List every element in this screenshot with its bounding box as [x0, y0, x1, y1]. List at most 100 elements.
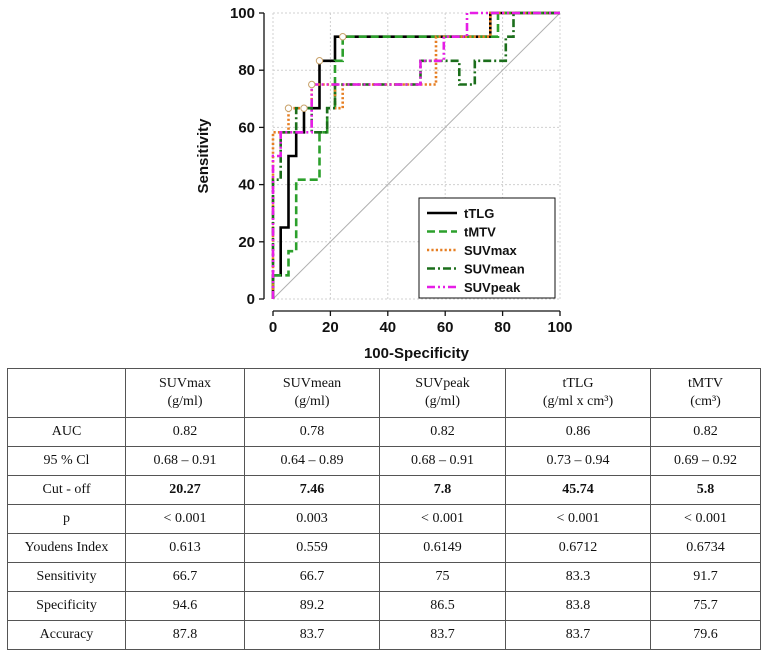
table-cell: 20.27	[125, 475, 245, 505]
cutoff-marker-ttlg	[315, 57, 324, 65]
table-cell: 66.7	[244, 562, 380, 592]
table-cell: 5.8	[650, 475, 761, 505]
table-cell: 0.73 – 0.94	[505, 446, 651, 476]
legend-label-suvpeak: SUVpeak	[464, 280, 521, 295]
row-label: Sensitivity	[7, 562, 126, 592]
column-header: SUVpeak (g/ml)	[379, 368, 506, 418]
table-cell: 45.74	[505, 475, 651, 505]
legend: tTLG tMTV SUVmax SUVmean SUVpeak	[418, 197, 556, 299]
legend-label-ttlg: tTLG	[464, 206, 494, 221]
column-header-name: SUVmean	[282, 376, 342, 391]
cutoff-markers	[284, 33, 347, 112]
table-cell: 0.6734	[650, 533, 761, 563]
table-cell: 91.7	[650, 562, 761, 592]
table-cell: < 0.001	[379, 504, 506, 534]
cutoff-marker-tmtv	[339, 33, 347, 41]
y-tick-label: 40	[238, 177, 255, 194]
table-row: Sensitivity 66.7 66.7 75 83.3 91.7	[7, 562, 761, 592]
row-label: Specificity	[7, 591, 126, 621]
x-tick-label: 60	[437, 319, 454, 336]
results-table: SUVmax (g/ml) SUVmean (g/ml) SUVpeak (g/ml) tT…	[7, 368, 761, 650]
table-cell: 83.3	[505, 562, 651, 592]
table-cell: 7.8	[379, 475, 506, 505]
table-cell: 0.69 – 0.92	[650, 446, 761, 476]
table-cell: 0.78	[244, 417, 380, 447]
table-cell: 83.7	[244, 620, 380, 650]
table-cell: 0.82	[650, 417, 761, 447]
table-cell: 83.8	[505, 591, 651, 621]
column-header: SUVmax (g/ml)	[125, 368, 245, 418]
table-cell: 94.6	[125, 591, 245, 621]
table-cell: 0.6149	[379, 533, 506, 563]
table-cell: < 0.001	[650, 504, 761, 534]
table-row: AUC 0.82 0.78 0.82 0.86 0.82	[7, 417, 761, 447]
table-corner-cell	[7, 368, 126, 418]
table-body: AUC 0.82 0.78 0.82 0.86 0.82 95 % Cl 0.68 – 0.9…	[7, 417, 761, 650]
cutoff-marker-suvmean	[300, 104, 308, 112]
row-label: Youdens Index	[7, 533, 126, 563]
tick-labels: 0 20 40 60 80 100 0 20 40 60 80 100	[230, 5, 573, 336]
legend-box	[418, 197, 556, 299]
x-tick-label: 80	[494, 319, 511, 336]
series-line-suvmax	[271, 11, 560, 299]
series-line-suvpeak	[271, 11, 560, 299]
column-header: tMTV (cm³)	[650, 368, 761, 418]
x-tick-label: 100	[547, 319, 572, 336]
table-row: p < 0.001 0.003 < 0.001 < 0.001 < 0.001	[7, 504, 761, 534]
series-layer	[271, 11, 560, 299]
row-label: AUC	[7, 417, 126, 447]
row-label: Accuracy	[7, 620, 126, 650]
table-cell: 0.68 – 0.91	[125, 446, 245, 476]
table-cell: 79.6	[650, 620, 761, 650]
cutoff-marker-suvmax	[284, 104, 293, 112]
column-header-unit: (g/ml)	[167, 394, 203, 409]
table-cell: 0.6712	[505, 533, 651, 563]
table-cell: < 0.001	[125, 504, 245, 534]
column-header-name: tMTV	[688, 376, 723, 391]
table-cell: 83.7	[379, 620, 506, 650]
legend-label-suvmax: SUVmax	[464, 243, 518, 258]
row-label: Cut - off	[7, 475, 126, 505]
axes	[259, 12, 561, 316]
row-label: p	[7, 504, 126, 534]
x-axis-title: 100-Specificity	[364, 345, 470, 362]
table-row: 95 % Cl 0.68 – 0.91 0.64 – 0.89 0.68 – 0.91…	[7, 446, 761, 476]
cutoff-marker-suvpeak	[308, 80, 316, 89]
table-cell: 75	[379, 562, 506, 592]
column-header-unit: (cm³)	[690, 394, 721, 409]
y-tick-label: 0	[247, 291, 255, 308]
table-row: Cut - off 20.27 7.46 7.8 45.74 5.8	[7, 475, 761, 505]
column-header-name: SUVpeak	[415, 376, 470, 391]
table-header-row: SUVmax (g/ml) SUVmean (g/ml) SUVpeak (g/ml) tT…	[7, 368, 761, 418]
table-cell: 0.82	[379, 417, 506, 447]
table-cell: 86.5	[379, 591, 506, 621]
table-row: Specificity 94.6 89.2 86.5 83.8 75.7	[7, 591, 761, 621]
table-cell: 0.64 – 0.89	[244, 446, 380, 476]
table-cell: 66.7	[125, 562, 245, 592]
table-cell: 83.7	[505, 620, 651, 650]
table-cell: 87.8	[125, 620, 245, 650]
table-cell: 0.559	[244, 533, 380, 563]
table-cell: 75.7	[650, 591, 761, 621]
column-header-name: SUVmax	[158, 376, 212, 391]
table-cell: 0.82	[125, 417, 245, 447]
table-cell: 7.46	[244, 475, 380, 505]
column-header-unit: (g/ml)	[425, 394, 460, 409]
x-tick-label: 40	[379, 319, 396, 336]
x-tick-label: 0	[269, 319, 277, 336]
table-cell: 0.003	[244, 504, 380, 534]
table-cell: 0.613	[125, 533, 245, 563]
column-header-unit: (g/ml x cm³)	[542, 394, 614, 409]
legend-label-suvmean: SUVmean	[464, 262, 525, 277]
table-cell: 0.68 – 0.91	[379, 446, 506, 476]
roc-chart: 0 20 40 60 80 100 0 20 40 60 80 100 100-Specificity…	[195, 5, 573, 362]
y-axis-title: Sensitivity	[195, 118, 212, 194]
row-label: 95 % Cl	[7, 446, 126, 476]
legend-label-tmtv: tMTV	[464, 225, 496, 240]
series-line-ttlg	[271, 11, 560, 299]
column-header: tTLG (g/ml x cm³)	[505, 368, 651, 418]
table-cell: < 0.001	[505, 504, 651, 534]
column-header: SUVmean (g/ml)	[244, 368, 380, 418]
column-header-unit: (g/ml)	[294, 394, 330, 409]
y-tick-label: 80	[238, 62, 255, 79]
